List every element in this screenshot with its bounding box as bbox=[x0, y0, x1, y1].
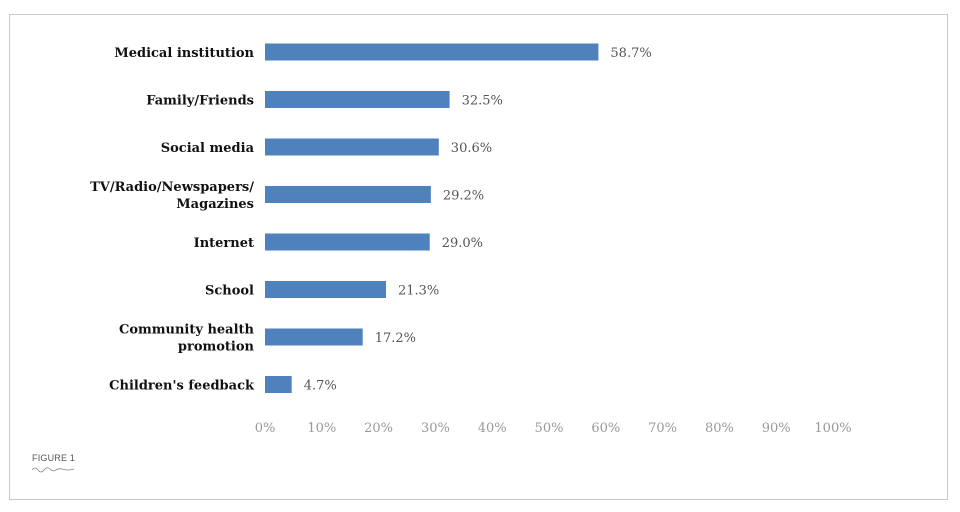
value-label-5: 21.3% bbox=[398, 284, 439, 299]
x-tick-label-8: 80% bbox=[705, 421, 734, 436]
x-tick-label-7: 70% bbox=[648, 421, 677, 436]
category-label-0: Medical institution bbox=[114, 46, 254, 61]
bar-4 bbox=[265, 233, 430, 251]
value-label-0: 58.7% bbox=[610, 46, 651, 61]
value-label-3: 29.2% bbox=[443, 189, 484, 204]
x-tick-label-5: 50% bbox=[535, 421, 564, 436]
value-label-2: 30.6% bbox=[451, 141, 492, 156]
x-tick-label-0: 0% bbox=[255, 421, 276, 436]
value-label-4: 29.0% bbox=[442, 236, 483, 251]
bar-7 bbox=[265, 376, 292, 393]
x-tick-label-9: 90% bbox=[762, 421, 791, 436]
category-label-4: Internet bbox=[194, 236, 254, 251]
value-label-1: 32.5% bbox=[462, 94, 503, 109]
category-label-5: School bbox=[205, 284, 254, 299]
x-tick-label-1: 10% bbox=[307, 421, 336, 436]
category-label-7: Children's feedback bbox=[109, 379, 255, 394]
value-label-7: 4.7% bbox=[304, 379, 337, 394]
figure-frame bbox=[9, 14, 948, 500]
value-label-6: 17.2% bbox=[375, 331, 416, 346]
category-label-6-line-0: Community health bbox=[119, 323, 255, 338]
x-tick-label-4: 40% bbox=[478, 421, 507, 436]
category-label-2: Social media bbox=[161, 141, 255, 156]
category-label-1: Family/Friends bbox=[146, 94, 254, 109]
x-tick-label-10: 100% bbox=[814, 421, 851, 436]
bar-6 bbox=[265, 328, 363, 346]
bar-2 bbox=[265, 138, 439, 156]
figure-label: FIGURE 1 bbox=[32, 453, 76, 463]
figure-caption-squiggle bbox=[31, 467, 75, 473]
bar-5 bbox=[265, 281, 386, 298]
category-label-6-line-1: promotion bbox=[178, 340, 255, 355]
x-tick-label-6: 60% bbox=[591, 421, 620, 436]
x-tick-label-3: 30% bbox=[421, 421, 450, 436]
bar-3 bbox=[265, 186, 431, 203]
bar-0 bbox=[265, 43, 599, 61]
bar-1 bbox=[265, 91, 450, 108]
category-label-3-line-0: TV/Radio/Newspapers/ bbox=[90, 180, 254, 195]
category-label-3-line-1: Magazines bbox=[176, 197, 254, 212]
x-tick-label-2: 20% bbox=[364, 421, 393, 436]
